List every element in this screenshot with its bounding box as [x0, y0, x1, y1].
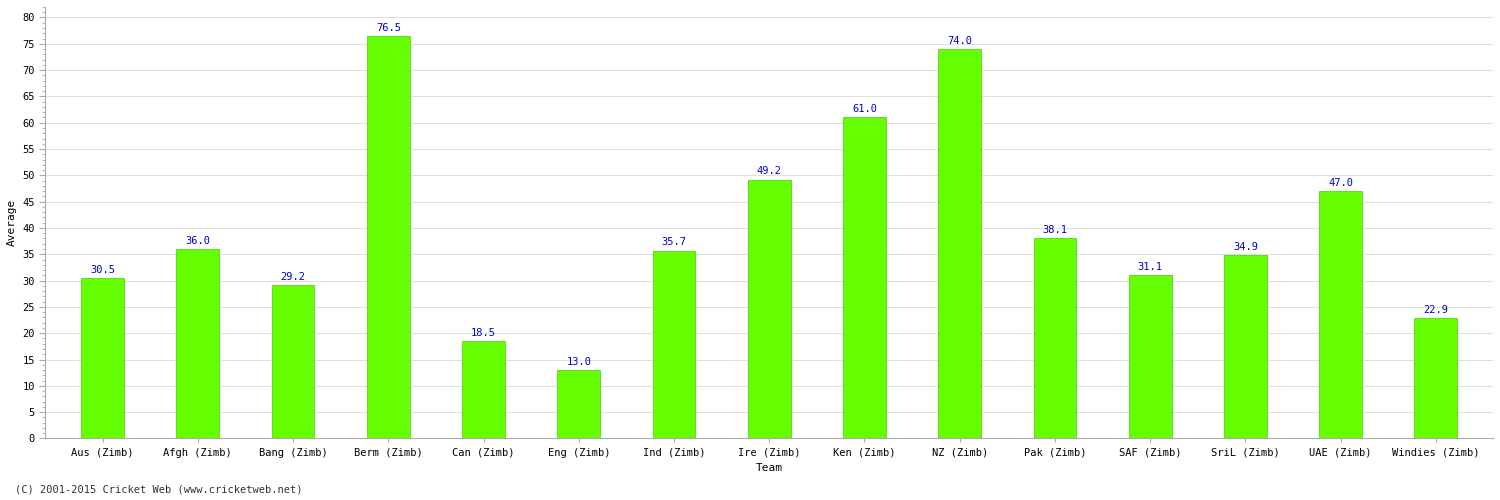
- Bar: [177, 249, 219, 438]
- Text: 61.0: 61.0: [852, 104, 877, 115]
- Text: 38.1: 38.1: [1042, 225, 1068, 235]
- Bar: [939, 49, 981, 438]
- Bar: [1034, 238, 1077, 438]
- Bar: [748, 180, 790, 438]
- Text: 74.0: 74.0: [946, 36, 972, 46]
- Text: 31.1: 31.1: [1137, 262, 1162, 272]
- Bar: [1318, 191, 1362, 438]
- Text: 29.2: 29.2: [280, 272, 306, 281]
- Text: 49.2: 49.2: [756, 166, 782, 176]
- Bar: [843, 118, 886, 438]
- Bar: [462, 341, 506, 438]
- Y-axis label: Average: Average: [8, 199, 16, 246]
- Bar: [558, 370, 600, 438]
- Bar: [81, 278, 124, 438]
- Text: 34.9: 34.9: [1233, 242, 1258, 252]
- Text: 36.0: 36.0: [186, 236, 210, 246]
- Text: 18.5: 18.5: [471, 328, 496, 338]
- Text: 76.5: 76.5: [376, 22, 400, 32]
- Text: 47.0: 47.0: [1328, 178, 1353, 188]
- Bar: [1224, 255, 1268, 438]
- Text: 22.9: 22.9: [1424, 305, 1449, 315]
- Text: 13.0: 13.0: [567, 357, 591, 367]
- Bar: [272, 285, 315, 438]
- Text: 35.7: 35.7: [662, 238, 687, 248]
- Bar: [368, 36, 410, 438]
- Bar: [652, 250, 696, 438]
- X-axis label: Team: Team: [756, 463, 783, 473]
- Text: (C) 2001-2015 Cricket Web (www.cricketweb.net): (C) 2001-2015 Cricket Web (www.cricketwe…: [15, 485, 303, 495]
- Bar: [1414, 318, 1458, 438]
- Text: 30.5: 30.5: [90, 265, 116, 275]
- Bar: [1130, 275, 1172, 438]
